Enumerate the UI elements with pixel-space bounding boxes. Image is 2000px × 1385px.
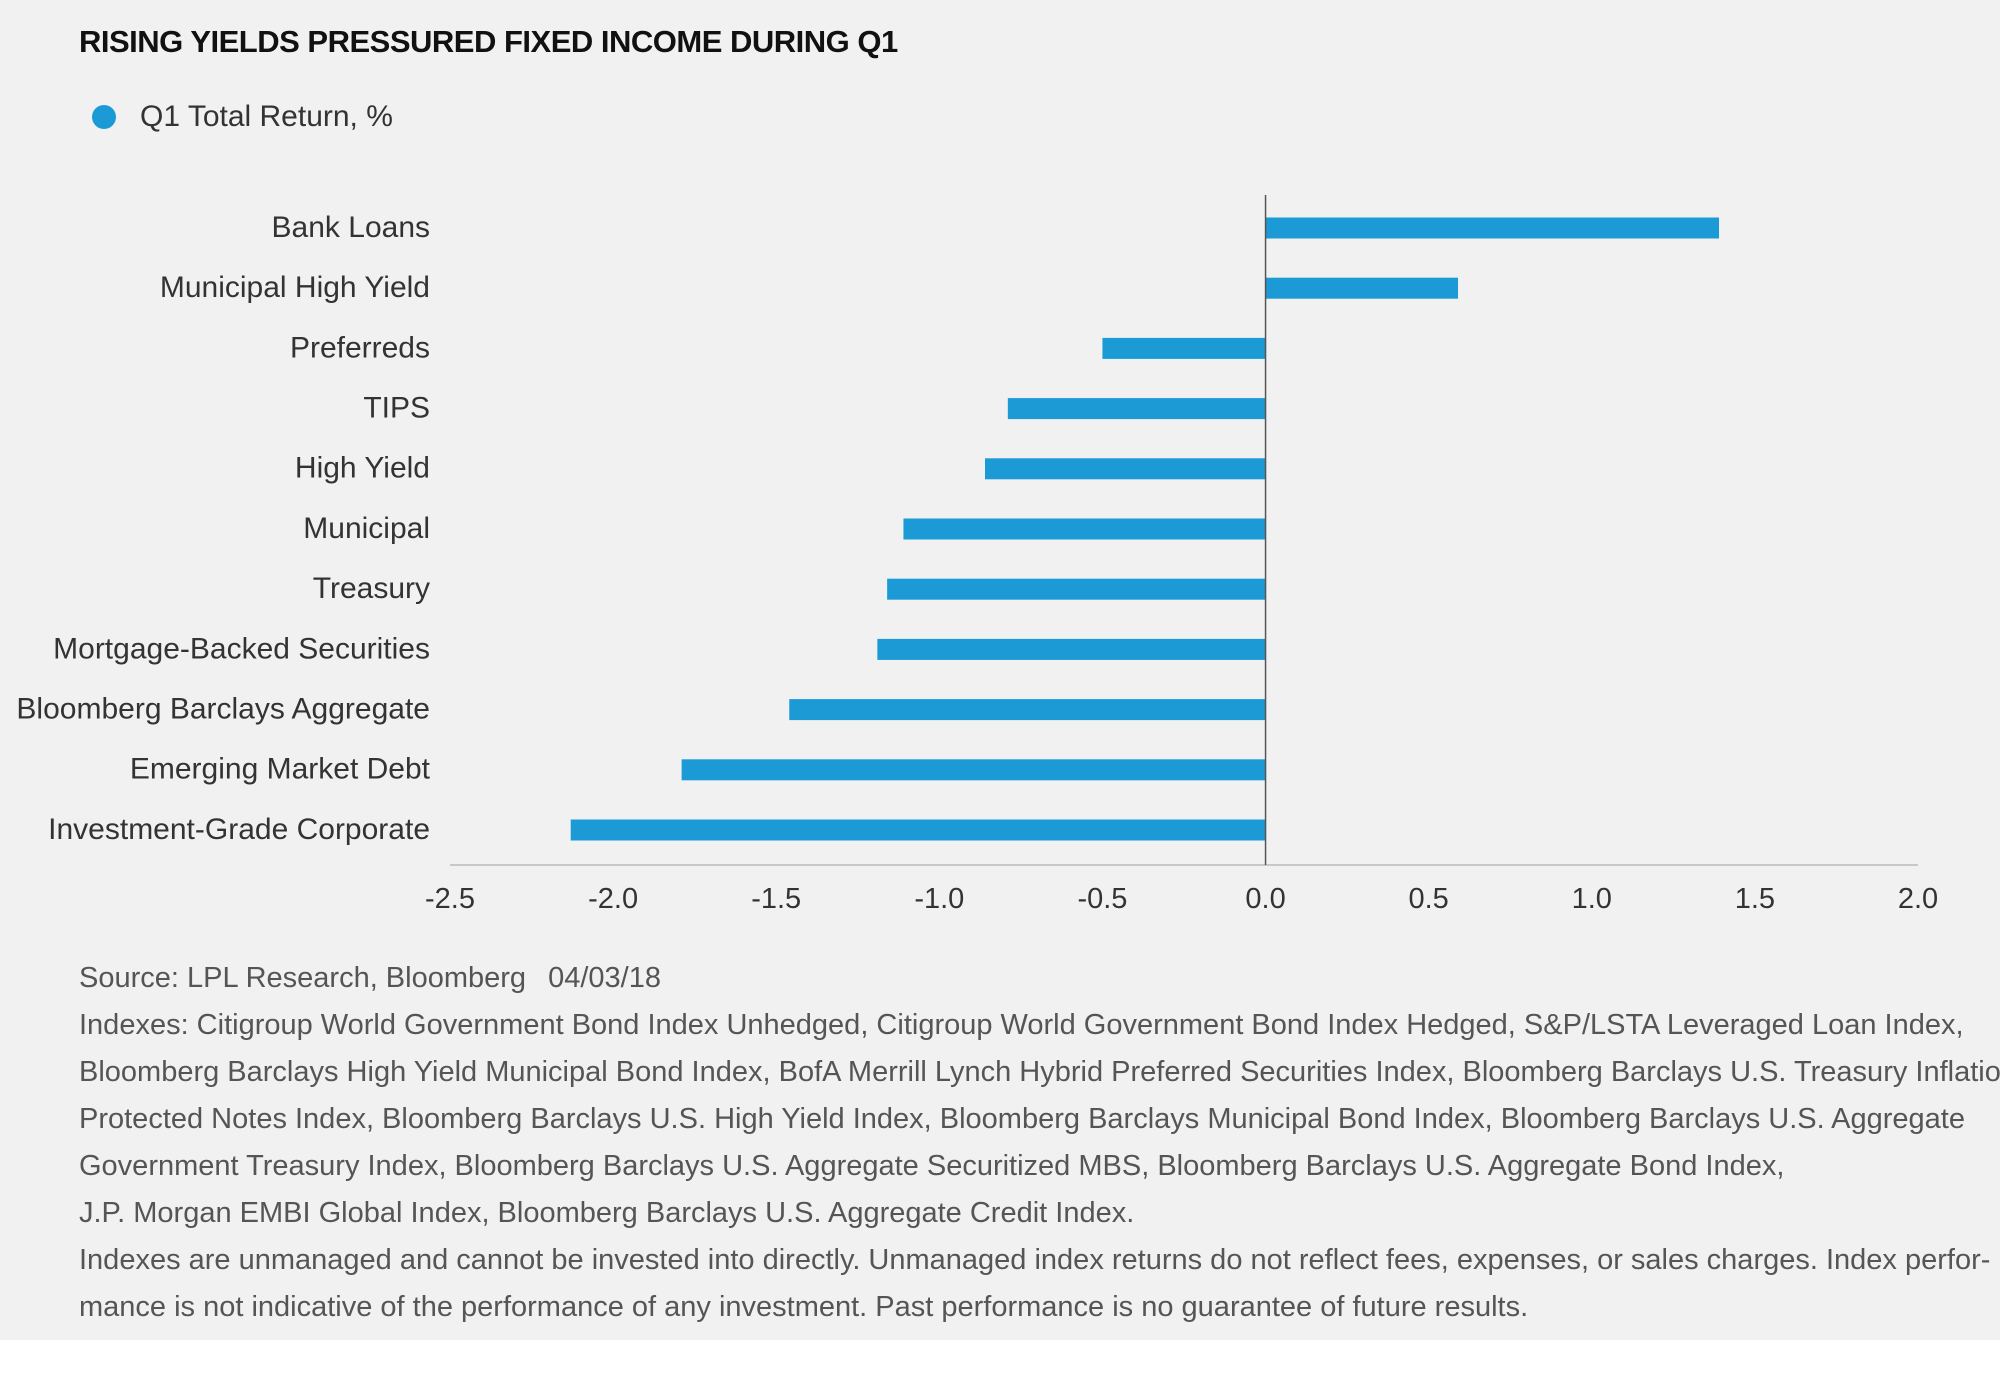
indexes-line: Indexes: Citigroup World Government Bond…: [79, 1009, 1964, 1041]
indexes-line: Government Treasury Index, Bloomberg Bar…: [79, 1150, 1785, 1182]
x-tick-label: 0.5: [1409, 883, 1449, 915]
category-label: TIPS: [363, 392, 430, 425]
category-label: Investment-Grade Corporate: [48, 813, 430, 846]
source-text: Source: LPL Research, Bloomberg: [79, 962, 527, 994]
x-tick-label: 2.0: [1898, 883, 1938, 915]
disclaimer-line: Indexes are unmanaged and cannot be inve…: [79, 1244, 1991, 1276]
bar: [789, 699, 1266, 721]
x-tick-label: 1.5: [1735, 883, 1775, 915]
bar: [1265, 217, 1720, 239]
x-tick-label: -1.5: [751, 883, 801, 915]
bar: [1102, 337, 1266, 359]
bar: [903, 518, 1266, 540]
bar: [570, 819, 1266, 841]
bar: [877, 638, 1266, 660]
category-label: Bank Loans: [272, 211, 430, 244]
x-tick-label: 0.0: [1245, 883, 1285, 915]
chart-title: RISING YIELDS PRESSURED FIXED INCOME DUR…: [79, 24, 898, 59]
indexes-line: J.P. Morgan EMBI Global Index, Bloomberg…: [79, 1197, 1135, 1229]
source-line: Source: LPL Research, Bloomberg 04/03/18: [79, 955, 1979, 1002]
category-label: High Yield: [295, 452, 430, 485]
x-tick-label: 1.0: [1572, 883, 1612, 915]
x-tick-label: -1.0: [914, 883, 964, 915]
category-label: Preferreds: [290, 331, 430, 364]
bar: [1007, 398, 1266, 420]
category-label: Emerging Market Debt: [130, 753, 431, 786]
chart-panel: RISING YIELDS PRESSURED FIXED INCOME DUR…: [0, 0, 2000, 1340]
notes: Source: LPL Research, Bloomberg 04/03/18 …: [79, 955, 2000, 1331]
category-label: Bloomberg Barclays Aggregate: [16, 693, 430, 726]
category-label: Mortgage-Backed Securities: [53, 632, 430, 665]
x-tick-labels: -2.5 -2.0 -1.5 -1.0 -0.5 0.0 0.5 1.0 1.5 2.0: [425, 883, 1938, 915]
x-tick-label: -2.5: [425, 883, 475, 915]
bar: [1265, 277, 1459, 299]
legend: Q1 Total Return, %: [92, 100, 393, 134]
category-label: Municipal: [303, 512, 430, 545]
source-date: 04/03/18: [548, 962, 661, 994]
x-tick-label: -2.0: [588, 883, 638, 915]
bar: [985, 458, 1266, 480]
category-labels: Bank Loans Municipal High Yield Preferreds…: [16, 211, 430, 846]
bar: [887, 578, 1266, 600]
disclaimer-line: mance is not indicative of the performan…: [79, 1291, 1529, 1323]
indexes-line: Bloomberg Barclays High Yield Municipal …: [79, 1056, 2000, 1088]
category-label: Municipal High Yield: [160, 271, 430, 304]
bars-layer: [570, 217, 1720, 841]
bar-chart: Bank Loans Municipal High Yield Preferreds…: [16, 195, 1938, 915]
category-label: Treasury: [313, 572, 430, 605]
legend-label: Q1 Total Return, %: [140, 100, 393, 133]
bar: [681, 759, 1266, 781]
x-tick-label: -0.5: [1077, 883, 1127, 915]
legend-swatch: [92, 105, 116, 129]
indexes-line: Protected Notes Index, Bloomberg Barclay…: [79, 1103, 1965, 1135]
